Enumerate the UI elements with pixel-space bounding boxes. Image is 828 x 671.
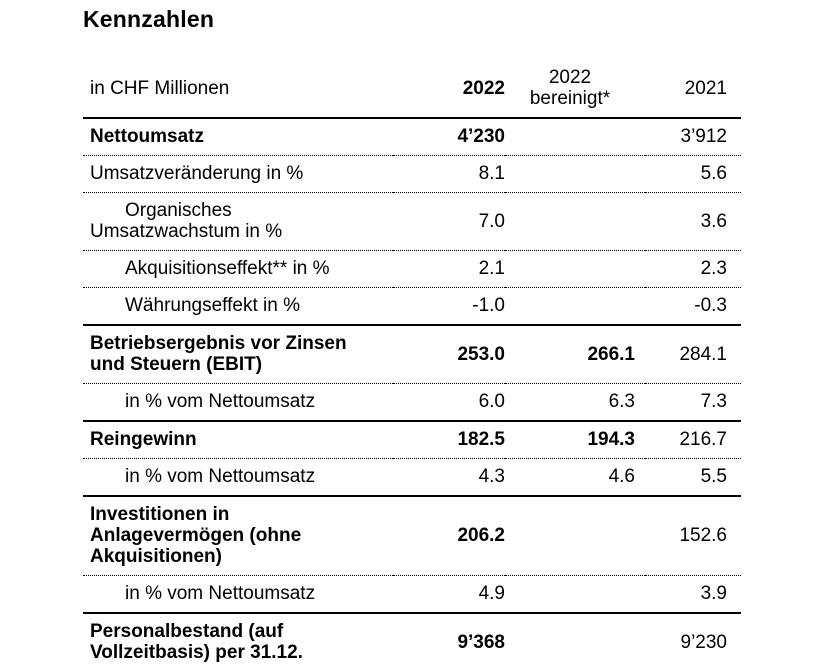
col-header-2022-adjusted: 2022 bereinigt*	[505, 60, 645, 119]
table-row: Investitionen in Anlagevermögen (ohne Ak…	[83, 496, 741, 576]
col-header-unit: in CHF Millionen	[83, 60, 393, 119]
value-2022: 8.1	[393, 155, 505, 193]
value-2022-adjusted	[505, 575, 645, 614]
value-2021: 216.7	[645, 421, 741, 459]
value-2021: 3.9	[645, 575, 741, 614]
row-label: Betriebsergebnis vor Zinsen und Steuern …	[83, 325, 393, 384]
row-label: in % vom Nettoumsatz	[83, 458, 393, 497]
value-2021: 284.1	[645, 325, 741, 384]
row-label: in % vom Nettoumsatz	[83, 383, 393, 422]
value-2022-adjusted	[505, 613, 645, 671]
value-2022: 7.0	[393, 192, 505, 251]
value-2021: 5.5	[645, 458, 741, 497]
value-2022: 4.9	[393, 575, 505, 614]
table-row: in % vom Nettoumsatz 6.0 6.3 7.3	[83, 383, 741, 422]
table-row: in % vom Nettoumsatz 4.9 3.9	[83, 575, 741, 614]
value-2022: 4’230	[393, 118, 505, 156]
value-2022-adjusted: 4.6	[505, 458, 645, 497]
value-2022: 9’368	[457, 631, 505, 653]
table-row: Umsatzveränderung in % 8.1 5.6	[83, 155, 741, 193]
row-label: Reingewinn	[83, 421, 393, 459]
row-label: Nettoumsatz	[83, 118, 393, 156]
table-row: Akquisitionseffekt** in % 2.1 2.3	[83, 250, 741, 288]
value-2022-adjusted	[505, 287, 645, 326]
col-header-2022: 2022	[393, 60, 505, 119]
header-row: in CHF Millionen 2022 2022 bereinigt* 20…	[83, 60, 741, 119]
row-label: Investitionen in Anlagevermögen (ohne Ak…	[83, 496, 393, 576]
value-2022-adjusted	[505, 496, 645, 576]
row-label: Organisches Umsatzwachstum in %	[83, 192, 393, 251]
table-row: Reingewinn 182.5 194.3 216.7	[83, 421, 741, 459]
value-2022: 2.1	[393, 250, 505, 288]
table-row: Organisches Umsatzwachstum in % 7.0 3.6	[83, 192, 741, 251]
table-row: Währungseffekt in % -1.0 -0.3	[83, 287, 741, 326]
value-2022-adjusted	[505, 118, 645, 156]
row-label: Akquisitionseffekt** in %	[83, 250, 393, 288]
value-2022-adjusted: 6.3	[505, 383, 645, 422]
value-2022: 206.2	[393, 496, 505, 576]
value-2021: -0.3	[645, 287, 741, 326]
page-title: Kennzahlen	[83, 6, 215, 32]
row-label: Umsatzveränderung in %	[83, 155, 393, 193]
value-2021: 7.3	[645, 383, 741, 422]
table-row: in % vom Nettoumsatz 4.3 4.6 5.5	[83, 458, 741, 497]
col-header-2021: 2021	[645, 60, 741, 119]
value-2022: 182.5	[393, 421, 505, 459]
table-row: Betriebsergebnis vor Zinsen und Steuern …	[83, 325, 741, 384]
value-2022: 6.0	[393, 383, 505, 422]
value-2021: 2.3	[645, 250, 741, 288]
value-2021: 9’230	[680, 631, 728, 653]
value-2022-adjusted: 266.1	[505, 325, 645, 384]
value-2021: 3’912	[645, 118, 741, 156]
row-label: Personalbestand (auf Vollzeitbasis) per …	[90, 621, 303, 663]
row-label: Währungseffekt in %	[83, 287, 393, 326]
value-2022-adjusted	[505, 192, 645, 251]
value-2022: 4.3	[393, 458, 505, 497]
value-2021: 3.6	[645, 192, 741, 251]
row-label: in % vom Nettoumsatz	[83, 575, 393, 614]
value-2021: 5.6	[645, 155, 741, 193]
kpi-table: in CHF Millionen 2022 2022 bereinigt* 20…	[83, 60, 741, 671]
value-2022-adjusted: 194.3	[505, 421, 645, 459]
value-2021: 152.6	[645, 496, 741, 576]
value-2022: 253.0	[393, 325, 505, 384]
table-row: Personalbestand (auf Vollzeitbasis) per …	[83, 613, 741, 671]
value-2022-adjusted	[505, 155, 645, 193]
table-row: Nettoumsatz 4’230 3’912	[83, 118, 741, 156]
value-2022-adjusted	[505, 250, 645, 288]
value-2022: -1.0	[393, 287, 505, 326]
